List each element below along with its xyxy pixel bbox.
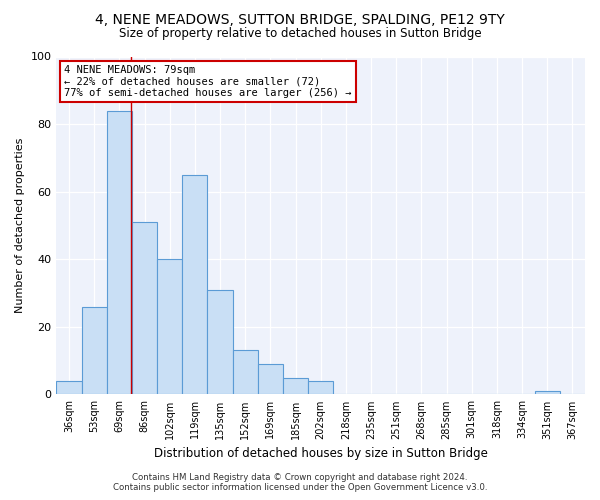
Bar xyxy=(157,260,182,394)
Text: Size of property relative to detached houses in Sutton Bridge: Size of property relative to detached ho… xyxy=(119,28,481,40)
Bar xyxy=(56,381,82,394)
Bar xyxy=(283,378,308,394)
Bar xyxy=(107,110,132,395)
Text: Contains HM Land Registry data © Crown copyright and database right 2024.
Contai: Contains HM Land Registry data © Crown c… xyxy=(113,473,487,492)
Bar xyxy=(82,306,107,394)
Text: 4 NENE MEADOWS: 79sqm
← 22% of detached houses are smaller (72)
77% of semi-deta: 4 NENE MEADOWS: 79sqm ← 22% of detached … xyxy=(64,65,352,98)
Text: 4, NENE MEADOWS, SUTTON BRIDGE, SPALDING, PE12 9TY: 4, NENE MEADOWS, SUTTON BRIDGE, SPALDING… xyxy=(95,12,505,26)
Y-axis label: Number of detached properties: Number of detached properties xyxy=(15,138,25,313)
Bar xyxy=(208,290,233,395)
Bar xyxy=(535,391,560,394)
Bar xyxy=(258,364,283,394)
X-axis label: Distribution of detached houses by size in Sutton Bridge: Distribution of detached houses by size … xyxy=(154,447,488,460)
Bar xyxy=(182,175,208,394)
Bar xyxy=(233,350,258,395)
Bar xyxy=(308,381,333,394)
Bar xyxy=(132,222,157,394)
